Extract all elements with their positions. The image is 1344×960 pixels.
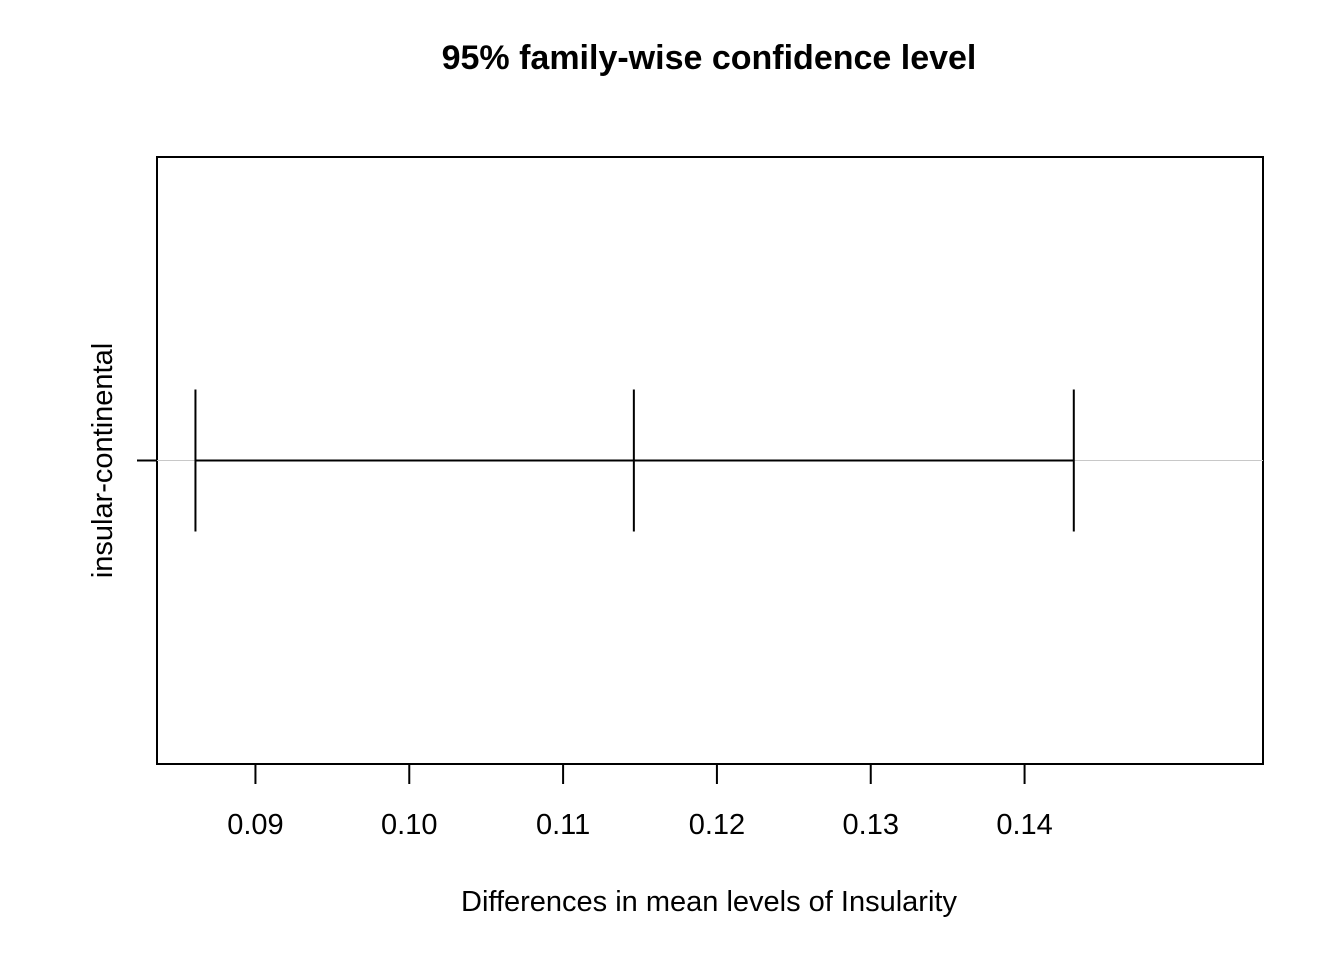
x-tick-label: 0.13 (843, 809, 899, 841)
x-axis-label: Differences in mean levels of Insularity (461, 886, 957, 918)
confidence-intervals (157, 389, 1263, 532)
y-tick-label: insular-continental (87, 343, 119, 578)
x-tick-label: 0.11 (536, 809, 590, 841)
x-axis: 0.09 0.10 0.11 0.12 0.13 0.14 (227, 764, 1053, 841)
x-tick-label: 0.10 (381, 809, 437, 841)
x-tick-label: 0.12 (689, 809, 745, 841)
y-axis: insular-continental (87, 343, 157, 578)
chart-title: 95% family-wise confidence level (442, 39, 977, 77)
x-tick-label: 0.09 (227, 809, 283, 841)
x-tick-label: 0.14 (996, 809, 1052, 841)
